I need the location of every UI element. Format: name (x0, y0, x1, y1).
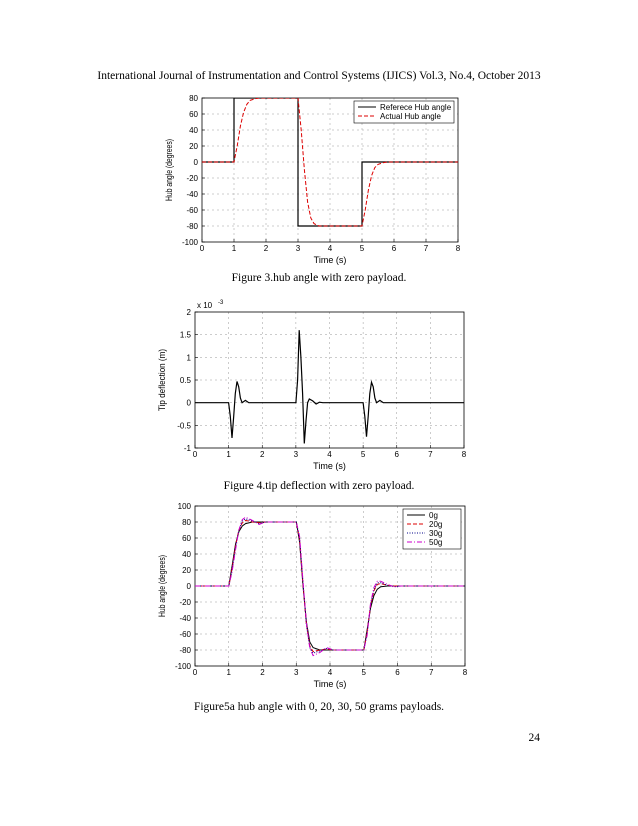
x-tick-label: 6 (392, 244, 397, 253)
y-tick-label: 0 (187, 399, 192, 408)
legend-box (353, 100, 455, 124)
legend-label: 20g (429, 520, 442, 529)
y-tick-label: -60 (186, 206, 198, 215)
series-line-30g (195, 518, 465, 654)
y-tick-label: 60 (182, 534, 191, 543)
legend-label: Actual Hub angle (380, 112, 441, 121)
x-tick-label: 6 (395, 668, 400, 677)
y-tick-label: 0 (194, 158, 199, 167)
legend-label: Referece Hub angle (380, 103, 452, 112)
x-tick-label: 5 (362, 668, 367, 677)
chart-svg: 0 1 2 3 4 5 6 7 8 -1 -0.5 0 0.5 1 1.5 2 x 10 -3 Time (s) Ti… (157, 300, 467, 471)
legend-label: 0g (429, 511, 438, 520)
figure-5a-hub-angle-payloads-chart: 0 1 2 3 4 5 6 7 8 -100 -80 -60 -40 -20 0 20 40 60 80 100 Tim… (153, 500, 468, 714)
x-tick-label: 0 (193, 668, 198, 677)
series-line-0g (195, 521, 465, 651)
y-tick-label: 40 (182, 550, 191, 559)
x-tick-label: 2 (264, 244, 269, 253)
y-tick-label: 80 (182, 518, 191, 527)
y-exponent-label: -3 (218, 300, 224, 306)
chart-svg: 0 1 2 3 4 5 6 7 8 -100 -80 -60 -40 -20 0 20 40 60 80 Time (… (164, 94, 461, 265)
figure-4-tip-deflection-chart: 0 1 2 3 4 5 6 7 8 -1 -0.5 0 0.5 1 1.5 2 x 10 -3 Time (s) Ti… (155, 286, 467, 494)
series-line-actual-hub-angle (202, 98, 458, 227)
x-tick-label: 5 (361, 450, 366, 459)
y-tick-label: -100 (175, 662, 192, 671)
series-line-0 (195, 330, 464, 444)
running-header: International Journal of Instrumentation… (97, 70, 541, 82)
y-tick-label: -60 (179, 630, 191, 639)
y-tick-label: -20 (179, 598, 191, 607)
y-tick-label: -40 (179, 614, 191, 623)
x-tick-label: 1 (227, 668, 232, 677)
legend-box (402, 508, 462, 550)
y-tick-label: -80 (186, 222, 198, 231)
chart-svg: 0 1 2 3 4 5 6 7 8 -100 -80 -60 -40 -20 0 20 40 60 80 100 Tim… (157, 502, 468, 689)
figure-3-caption: Figure 3.hub angle with zero payload. (231, 272, 407, 284)
x-tick-label: 3 (294, 668, 299, 677)
figure-3-hub-angle-chart: 0 1 2 3 4 5 6 7 8 -100 -80 -60 -40 -20 0 20 40 60 80 Time (… (160, 92, 461, 276)
legend-label: 50g (429, 538, 442, 547)
y-tick-label: -1 (184, 444, 192, 453)
y-tick-label: -80 (179, 646, 191, 655)
x-tick-label: 7 (424, 244, 429, 253)
x-tick-label: 4 (328, 668, 333, 677)
y-axis-label: Tip deflection (m) (157, 349, 167, 411)
y-tick-label: 80 (189, 94, 198, 103)
x-tick-label: 5 (360, 244, 365, 253)
y-tick-label: -100 (182, 238, 199, 247)
legend-label: 30g (429, 529, 442, 538)
y-tick-label: 0 (187, 582, 192, 591)
x-tick-label: 1 (226, 450, 231, 459)
y-tick-label: 20 (182, 566, 191, 575)
y-tick-label: -40 (186, 190, 198, 199)
x-tick-label: 7 (428, 450, 433, 459)
y-tick-label: 0.5 (180, 376, 192, 385)
x-tick-label: 4 (328, 244, 333, 253)
figure-4-caption: Figure 4.tip deflection with zero payloa… (223, 480, 415, 492)
x-tick-label: 2 (260, 668, 265, 677)
x-tick-label: 0 (193, 450, 198, 459)
y-tick-label: 40 (189, 126, 198, 135)
y-tick-label: -0.5 (177, 421, 191, 430)
y-axis-label: Hub angle (degrees) (164, 139, 174, 201)
y-multiplier-label: x 10 (197, 301, 213, 310)
y-tick-label: 1.5 (180, 331, 192, 340)
x-axis-label: Time (s) (314, 255, 347, 265)
y-axis-label: Hub angle (degrees) (157, 555, 167, 617)
x-axis-label: Time (s) (314, 679, 347, 689)
x-tick-label: 8 (456, 244, 461, 253)
x-tick-label: 3 (296, 244, 301, 253)
x-tick-label: 6 (395, 450, 400, 459)
x-tick-label: 8 (462, 450, 467, 459)
figure-5a-caption: Figure5a hub angle with 0, 20, 30, 50 gr… (193, 701, 445, 713)
x-tick-label: 4 (327, 450, 332, 459)
x-axis-label: Time (s) (313, 461, 346, 471)
x-tick-label: 0 (200, 244, 205, 253)
y-tick-label: -20 (186, 174, 198, 183)
y-tick-label: 1 (187, 353, 192, 362)
series-line-referece-hub-angle (202, 98, 458, 227)
y-tick-label: 100 (178, 502, 192, 511)
y-tick-label: 60 (189, 110, 198, 119)
x-tick-label: 2 (260, 450, 265, 459)
y-tick-label: 20 (189, 142, 198, 151)
x-tick-label: 7 (429, 668, 434, 677)
page-number: 24 (528, 732, 541, 744)
x-tick-label: 3 (294, 450, 299, 459)
x-tick-label: 1 (232, 244, 237, 253)
x-tick-label: 8 (463, 668, 468, 677)
y-tick-label: 2 (187, 308, 192, 317)
